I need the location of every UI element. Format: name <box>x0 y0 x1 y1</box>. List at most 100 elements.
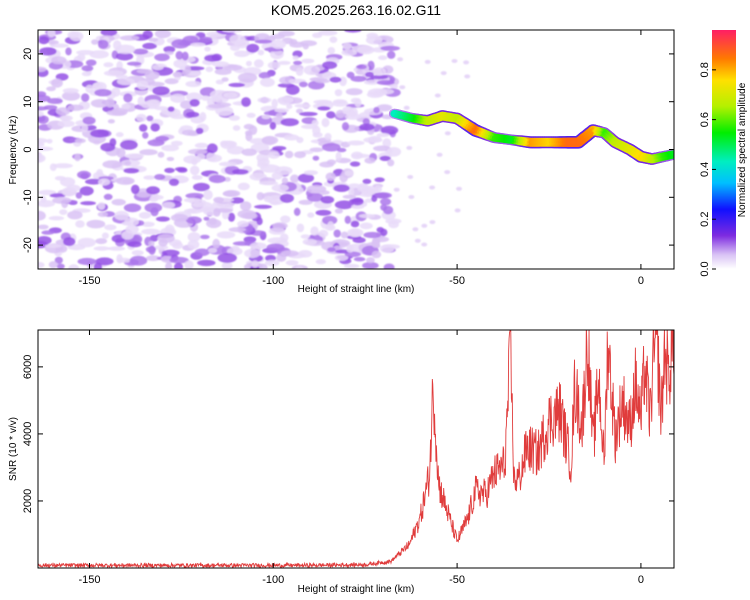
noise-blob <box>170 213 189 222</box>
noise-blob <box>345 88 363 96</box>
noise-blob <box>311 119 319 127</box>
noise-blob <box>181 129 197 136</box>
noise-blob <box>127 241 142 248</box>
noise-blob <box>79 186 94 196</box>
noise-blob <box>68 264 80 269</box>
noise-blob <box>364 198 374 203</box>
noise-blob <box>174 262 183 269</box>
noise-blob <box>228 227 246 233</box>
noise-blob <box>322 142 341 152</box>
noise-blob <box>38 189 57 196</box>
noise-blob <box>372 67 386 76</box>
noise-blob <box>346 244 354 253</box>
noise-blob <box>302 238 317 246</box>
noise-blob <box>383 263 395 269</box>
noise-blob <box>111 198 126 206</box>
noise-blob <box>301 58 315 64</box>
noise-blob <box>138 211 152 219</box>
noise-blob <box>421 242 428 247</box>
noise-blob <box>277 96 294 104</box>
noise-blob <box>293 207 301 216</box>
noise-blob <box>54 256 63 264</box>
noise-blob <box>120 140 138 150</box>
noise-blob <box>208 104 226 109</box>
noise-blob <box>307 212 315 218</box>
noise-blob <box>44 244 63 248</box>
noise-blob <box>206 152 217 162</box>
noise-blob <box>142 30 153 40</box>
x-tick-label: -150 <box>78 275 100 287</box>
noise-blob <box>131 184 140 195</box>
noise-blob <box>149 196 159 202</box>
colorbar-ticks: 0.0 0.2 0.4 0.6 0.8 <box>699 62 716 277</box>
noise-blob <box>290 174 300 183</box>
noise-blob <box>47 40 59 45</box>
noise-blob <box>103 193 113 200</box>
noise-blob <box>145 255 161 262</box>
noise-blob <box>107 246 126 251</box>
y-tick-label: -20 <box>22 237 34 253</box>
noise-blob <box>321 117 330 128</box>
noise-blob <box>137 96 145 106</box>
noise-blob <box>142 42 157 50</box>
noise-blob <box>300 234 311 239</box>
noise-blob <box>270 34 285 40</box>
noise-blob <box>184 65 191 75</box>
noise-blob <box>280 118 299 127</box>
noise-blob <box>74 138 86 144</box>
noise-blob <box>320 196 335 204</box>
x-tick-label: -50 <box>449 275 465 287</box>
noise-blob <box>254 204 272 209</box>
noise-blob <box>77 237 96 248</box>
noise-blob <box>271 39 286 50</box>
noise-blob <box>189 99 200 107</box>
noise-blob <box>38 224 49 230</box>
noise-blob <box>351 197 364 206</box>
noise-blob <box>90 99 110 108</box>
noise-blob <box>371 250 382 259</box>
noise-blob <box>100 30 118 37</box>
noise-blob <box>271 184 289 192</box>
noise-blob <box>327 47 336 55</box>
noise-blob <box>306 184 327 194</box>
noise-blob <box>145 81 165 87</box>
noise-blob <box>221 77 229 82</box>
noise-blob <box>181 51 189 61</box>
noise-blob <box>327 247 336 252</box>
noise-blob <box>353 257 366 262</box>
noise-blob <box>60 177 76 187</box>
noise-blob <box>169 256 189 264</box>
noise-blob <box>302 42 309 50</box>
noise-blob <box>346 71 355 79</box>
chart-title: KOM5.2025.263.16.02.G11 <box>271 2 441 18</box>
noise-blob <box>251 260 259 268</box>
noise-blob <box>429 185 436 190</box>
noise-blob <box>277 60 291 65</box>
spectrogram-noise <box>38 30 471 269</box>
noise-blob <box>436 152 443 157</box>
noise-blob <box>124 161 132 166</box>
noise-blob <box>350 220 360 228</box>
noise-blob <box>317 30 338 36</box>
noise-blob <box>161 144 180 152</box>
noise-blob <box>199 234 210 240</box>
noise-blob <box>158 238 168 247</box>
noise-blob <box>362 262 379 269</box>
noise-blob <box>312 132 323 138</box>
noise-blob <box>234 50 250 58</box>
noise-blob <box>440 71 447 76</box>
noise-blob <box>85 84 94 94</box>
noise-blob <box>315 209 332 216</box>
noise-blob <box>204 54 221 62</box>
noise-blob <box>135 113 147 122</box>
colorbar-tick-label: 0.8 <box>699 62 711 77</box>
noise-blob <box>315 259 326 265</box>
noise-blob <box>69 31 84 42</box>
noise-blob <box>387 50 396 59</box>
noise-blob <box>240 201 252 211</box>
noise-blob <box>217 252 237 263</box>
noise-blob <box>379 244 395 253</box>
noise-blob <box>263 111 280 116</box>
noise-blob <box>362 178 372 184</box>
noise-blob <box>347 140 365 146</box>
